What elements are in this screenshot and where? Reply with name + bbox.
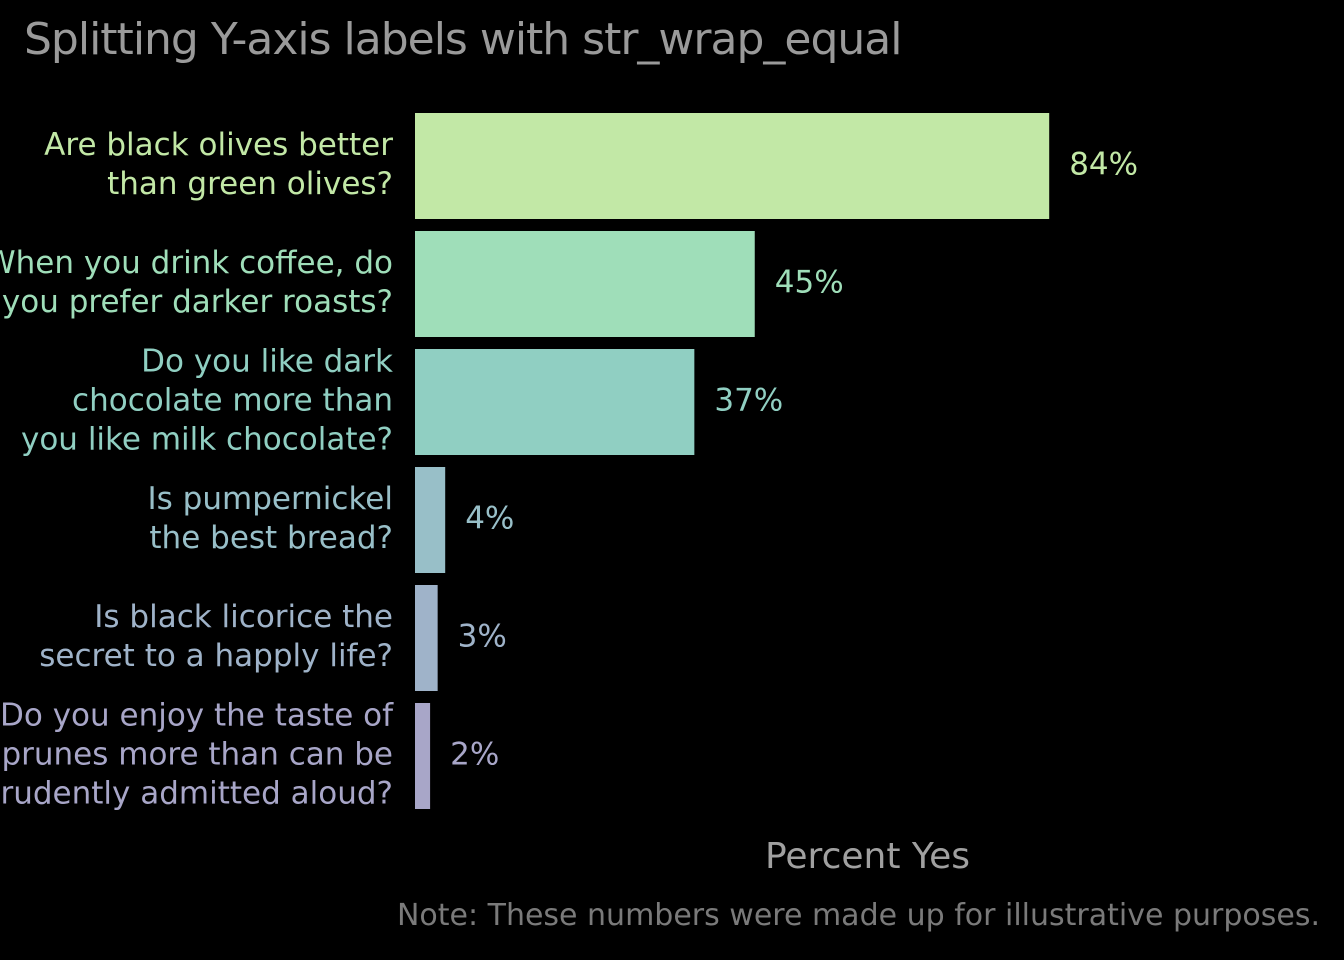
y-tick-label: you like milk chocolate? — [21, 422, 393, 458]
bar — [415, 703, 431, 809]
y-tick-label: When you drink coffee, do — [0, 245, 393, 281]
bar — [415, 231, 755, 337]
bar — [415, 467, 446, 573]
data-label: 37% — [714, 383, 783, 419]
y-tick-label: Are black olives better — [44, 127, 393, 163]
y-tick-label: the best bread? — [149, 520, 393, 556]
bar — [415, 585, 438, 691]
data-label: 3% — [458, 619, 507, 655]
y-tick-label: Do you enjoy the taste of — [0, 698, 394, 734]
y-tick-label: you prefer darker roasts? — [2, 284, 393, 320]
y-tick-label: secret to a happly life? — [39, 638, 393, 674]
y-tick-label: than green olives? — [107, 166, 393, 202]
y-tick-label: chocolate more than — [72, 383, 393, 419]
y-tick-label: Do you like dark — [141, 344, 393, 380]
data-label: 2% — [450, 737, 499, 773]
y-tick-label: Is pumpernickel — [148, 481, 393, 517]
bar — [415, 349, 695, 455]
data-label: 45% — [775, 265, 844, 301]
chart-caption: Note: These numbers were made up for ill… — [396, 898, 1320, 933]
data-label: 84% — [1069, 147, 1138, 183]
y-tick-label: prunes more than can be — [1, 737, 393, 773]
x-axis-label: Percent Yes — [764, 836, 970, 877]
chart-title: Splitting Y-axis labels with str_wrap_eq… — [24, 14, 902, 65]
data-label: 4% — [465, 501, 514, 537]
y-tick-label: prudently admitted aloud? — [0, 776, 393, 812]
bar — [415, 113, 1050, 219]
y-tick-label: Is black licorice the — [94, 599, 393, 635]
